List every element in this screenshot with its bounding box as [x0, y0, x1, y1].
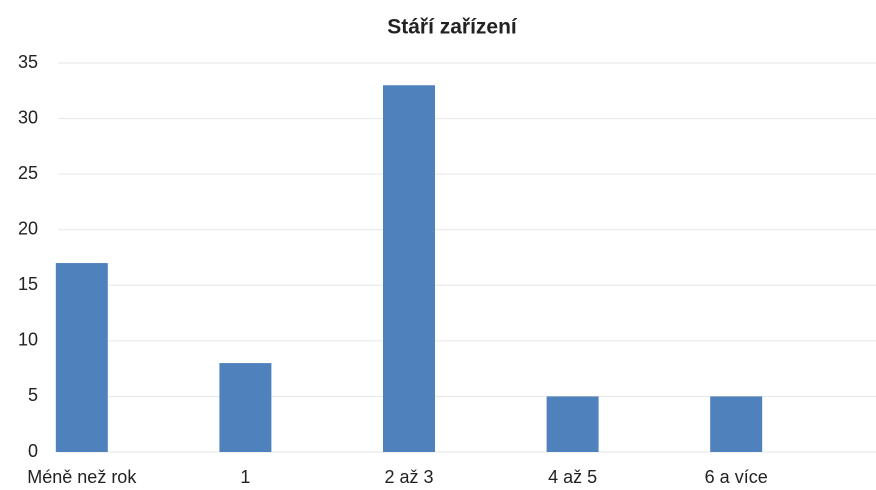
x-tick-label: 2 až 3	[384, 467, 433, 487]
bar	[219, 363, 272, 452]
y-tick-label: 5	[28, 385, 38, 405]
x-tick-label: 4 až 5	[548, 467, 597, 487]
bar	[55, 263, 108, 452]
bar	[383, 85, 435, 452]
y-tick-label: 10	[18, 330, 38, 350]
x-tick-label: 1	[240, 467, 250, 487]
x-tick-label: Méně než rok	[27, 467, 137, 487]
bar	[546, 396, 599, 452]
y-tick-label: 15	[18, 274, 38, 294]
y-tick-label: 30	[18, 107, 38, 127]
y-tick-label: 25	[18, 163, 38, 183]
y-tick-label: 35	[18, 52, 38, 72]
bar	[710, 396, 763, 452]
chart-title: Stáří zařízení	[387, 16, 518, 39]
x-tick-label: 6 a více	[705, 467, 768, 487]
y-tick-label: 0	[28, 441, 38, 461]
y-tick-label: 20	[18, 218, 38, 238]
